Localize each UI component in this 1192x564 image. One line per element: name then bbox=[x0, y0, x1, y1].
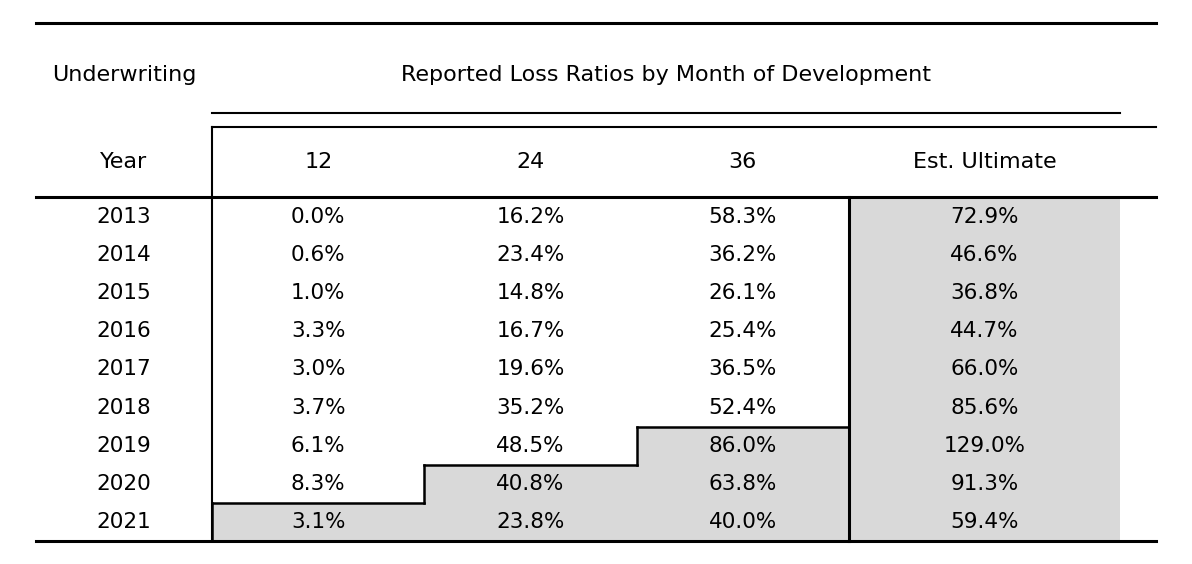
Text: 8.3%: 8.3% bbox=[291, 474, 346, 494]
Text: 40.8%: 40.8% bbox=[496, 474, 565, 494]
Text: Year: Year bbox=[100, 152, 148, 172]
Bar bbox=[637, 503, 849, 541]
Text: 12: 12 bbox=[304, 152, 333, 172]
Text: 16.7%: 16.7% bbox=[496, 321, 565, 341]
Text: 85.6%: 85.6% bbox=[950, 398, 1019, 418]
Text: 40.0%: 40.0% bbox=[708, 512, 777, 532]
Text: 2014: 2014 bbox=[97, 245, 151, 265]
Bar bbox=[849, 503, 1120, 541]
Bar bbox=[849, 197, 1120, 236]
Text: 48.5%: 48.5% bbox=[496, 436, 565, 456]
Bar bbox=[849, 312, 1120, 350]
Bar bbox=[849, 236, 1120, 274]
Text: 2015: 2015 bbox=[97, 283, 151, 303]
Text: 3.0%: 3.0% bbox=[291, 359, 346, 380]
Text: 72.9%: 72.9% bbox=[950, 206, 1019, 227]
Text: 36: 36 bbox=[728, 152, 757, 172]
Text: 66.0%: 66.0% bbox=[950, 359, 1019, 380]
Text: 52.4%: 52.4% bbox=[708, 398, 777, 418]
Text: 6.1%: 6.1% bbox=[291, 436, 346, 456]
Text: 36.5%: 36.5% bbox=[708, 359, 777, 380]
Text: 46.6%: 46.6% bbox=[950, 245, 1019, 265]
Text: 36.8%: 36.8% bbox=[950, 283, 1019, 303]
Text: 91.3%: 91.3% bbox=[950, 474, 1019, 494]
Bar bbox=[637, 427, 849, 465]
Text: 58.3%: 58.3% bbox=[708, 206, 777, 227]
Bar bbox=[424, 465, 637, 503]
Text: 23.4%: 23.4% bbox=[496, 245, 565, 265]
Text: 23.8%: 23.8% bbox=[496, 512, 565, 532]
Text: 2021: 2021 bbox=[97, 512, 151, 532]
Text: 2016: 2016 bbox=[97, 321, 151, 341]
Text: 19.6%: 19.6% bbox=[496, 359, 565, 380]
Text: 35.2%: 35.2% bbox=[496, 398, 565, 418]
Text: 0.6%: 0.6% bbox=[291, 245, 346, 265]
Text: 24: 24 bbox=[516, 152, 545, 172]
Bar bbox=[849, 350, 1120, 389]
Text: 3.3%: 3.3% bbox=[291, 321, 346, 341]
Text: 16.2%: 16.2% bbox=[496, 206, 565, 227]
Text: 14.8%: 14.8% bbox=[496, 283, 565, 303]
Text: 2020: 2020 bbox=[97, 474, 151, 494]
Text: 0.0%: 0.0% bbox=[291, 206, 346, 227]
Bar bbox=[849, 274, 1120, 312]
Bar bbox=[212, 503, 424, 541]
Text: 86.0%: 86.0% bbox=[708, 436, 777, 456]
Text: 44.7%: 44.7% bbox=[950, 321, 1019, 341]
Text: Underwriting: Underwriting bbox=[51, 65, 197, 85]
Text: 26.1%: 26.1% bbox=[708, 283, 777, 303]
Text: Reported Loss Ratios by Month of Development: Reported Loss Ratios by Month of Develop… bbox=[402, 65, 931, 85]
Text: 25.4%: 25.4% bbox=[708, 321, 777, 341]
Bar bbox=[849, 465, 1120, 503]
Text: 3.7%: 3.7% bbox=[291, 398, 346, 418]
Bar bbox=[424, 503, 637, 541]
Bar bbox=[849, 427, 1120, 465]
Text: 2017: 2017 bbox=[97, 359, 151, 380]
Text: 3.1%: 3.1% bbox=[291, 512, 346, 532]
Text: 2013: 2013 bbox=[97, 206, 151, 227]
Text: 36.2%: 36.2% bbox=[708, 245, 777, 265]
Text: 2019: 2019 bbox=[97, 436, 151, 456]
Text: 63.8%: 63.8% bbox=[708, 474, 777, 494]
Bar bbox=[637, 465, 849, 503]
Text: Est. Ultimate: Est. Ultimate bbox=[913, 152, 1056, 172]
Text: 2018: 2018 bbox=[97, 398, 151, 418]
Text: 129.0%: 129.0% bbox=[944, 436, 1025, 456]
Text: 1.0%: 1.0% bbox=[291, 283, 346, 303]
Bar bbox=[849, 389, 1120, 427]
Text: 59.4%: 59.4% bbox=[950, 512, 1019, 532]
